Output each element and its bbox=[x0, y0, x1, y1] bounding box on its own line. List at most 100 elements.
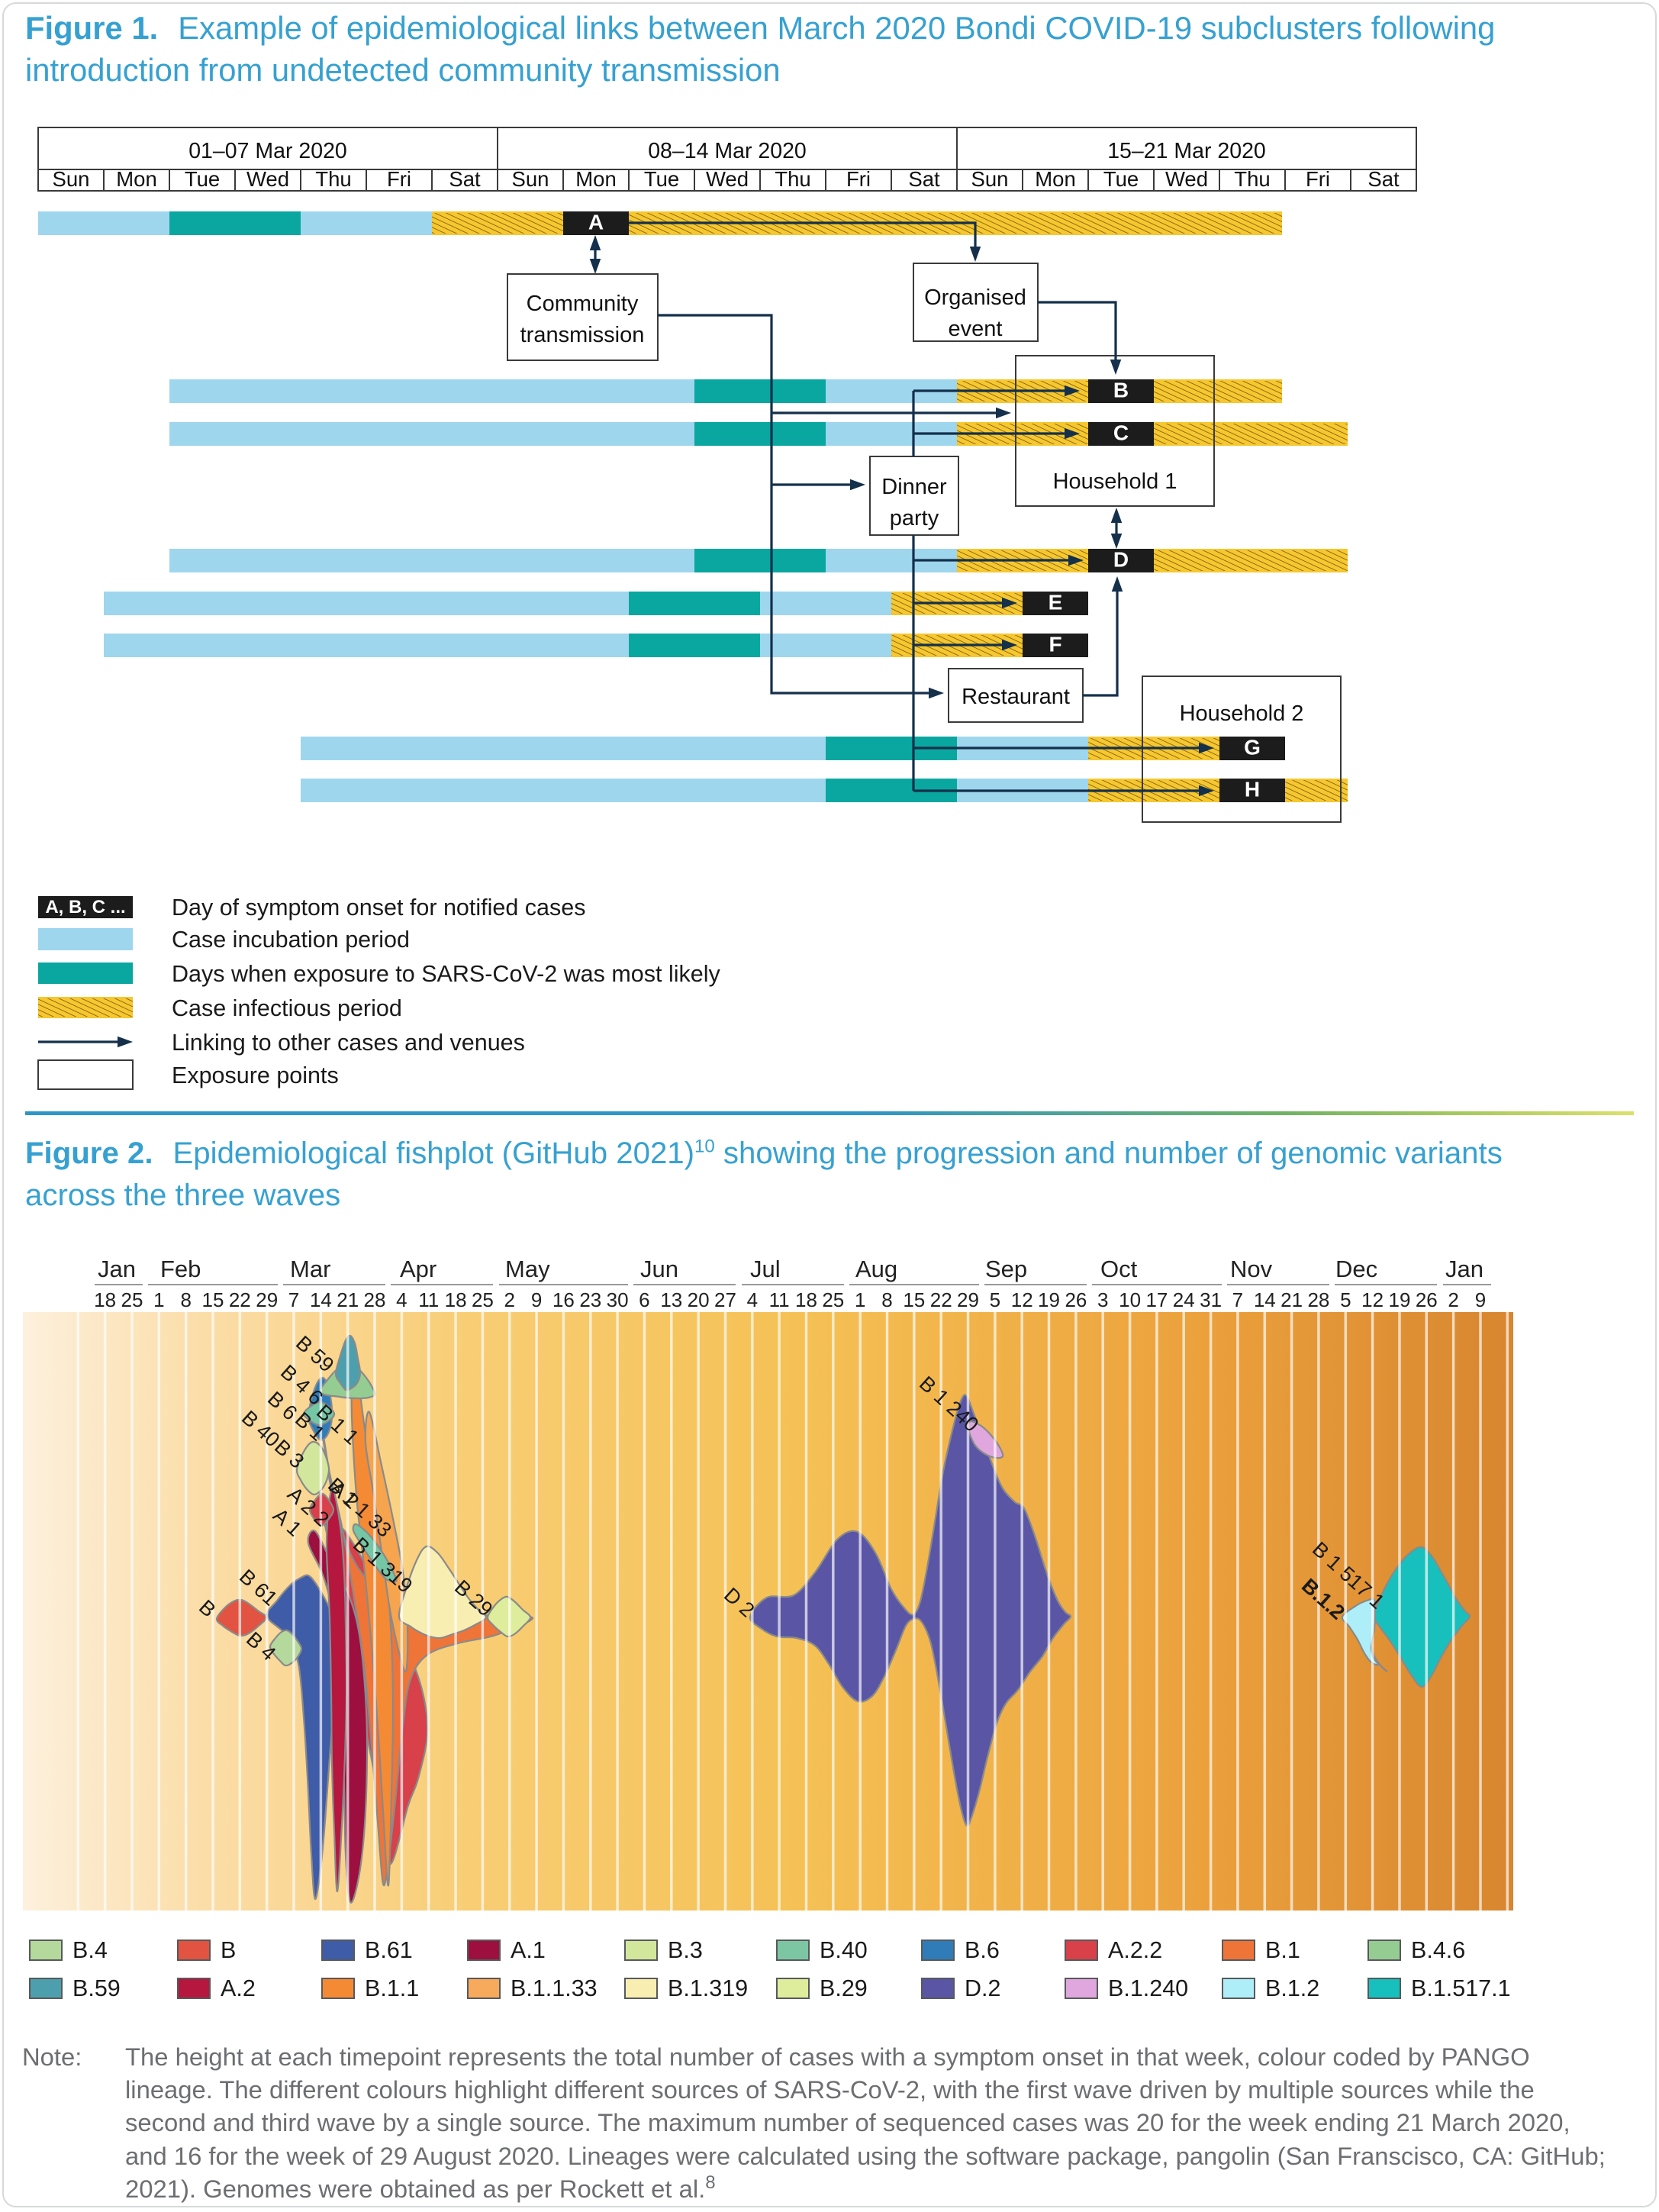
svg-text:7: 7 bbox=[288, 1288, 299, 1311]
svg-text:Sat: Sat bbox=[449, 167, 481, 191]
svg-text:B.4.6: B.4.6 bbox=[1411, 1937, 1465, 1963]
svg-text:Tue: Tue bbox=[185, 167, 220, 191]
svg-text:B.1.1: B.1.1 bbox=[365, 1975, 419, 2001]
svg-text:24: 24 bbox=[1173, 1288, 1195, 1311]
svg-text:Exposure points: Exposure points bbox=[172, 1062, 339, 1088]
svg-text:Case incubation period: Case incubation period bbox=[172, 927, 410, 953]
svg-text:D.2: D.2 bbox=[965, 1975, 1000, 2001]
svg-text:9: 9 bbox=[1475, 1288, 1486, 1311]
svg-text:28: 28 bbox=[1307, 1288, 1329, 1311]
svg-text:Thu: Thu bbox=[315, 167, 351, 191]
svg-text:14: 14 bbox=[310, 1288, 332, 1311]
svg-text:23: 23 bbox=[579, 1288, 601, 1311]
svg-text:B.3: B.3 bbox=[668, 1937, 703, 1963]
svg-text:30: 30 bbox=[607, 1288, 629, 1311]
svg-text:H: H bbox=[1245, 778, 1260, 801]
svg-text:B.6: B.6 bbox=[965, 1937, 1000, 1963]
svg-text:29: 29 bbox=[256, 1288, 278, 1311]
svg-text:31: 31 bbox=[1200, 1288, 1222, 1311]
svg-text:B.1: B.1 bbox=[1265, 1937, 1300, 1963]
svg-text:Thu: Thu bbox=[1234, 167, 1270, 191]
svg-text:11: 11 bbox=[769, 1288, 790, 1311]
svg-text:A, B, C ...: A, B, C ... bbox=[45, 897, 125, 917]
svg-text:B.1.319: B.1.319 bbox=[668, 1975, 748, 2001]
svg-text:Apr: Apr bbox=[400, 1256, 436, 1282]
svg-text:7: 7 bbox=[1232, 1288, 1243, 1311]
svg-text:Mon: Mon bbox=[575, 167, 617, 191]
svg-text:26: 26 bbox=[1416, 1288, 1438, 1311]
svg-text:17: 17 bbox=[1145, 1288, 1168, 1311]
svg-text:15–21 Mar 2020: 15–21 Mar 2020 bbox=[1107, 139, 1266, 163]
svg-text:Feb: Feb bbox=[160, 1256, 201, 1282]
svg-text:Fri: Fri bbox=[1306, 167, 1330, 191]
svg-text:4: 4 bbox=[396, 1288, 407, 1311]
svg-text:E: E bbox=[1049, 591, 1063, 614]
svg-text:B.1.517.1: B.1.517.1 bbox=[1411, 1975, 1511, 2001]
svg-text:25: 25 bbox=[472, 1288, 494, 1311]
svg-text:01–07 Mar 2020: 01–07 Mar 2020 bbox=[188, 139, 347, 163]
svg-text:May: May bbox=[505, 1256, 550, 1282]
svg-text:Nov: Nov bbox=[1230, 1256, 1273, 1282]
svg-text:Household 2: Household 2 bbox=[1180, 701, 1304, 726]
svg-text:16: 16 bbox=[552, 1288, 575, 1311]
svg-text:Jan: Jan bbox=[1445, 1256, 1483, 1282]
svg-text:Dec: Dec bbox=[1335, 1256, 1377, 1282]
svg-text:Linking to other cases and ven: Linking to other cases and venues bbox=[172, 1030, 525, 1056]
svg-text:Organised: Organised bbox=[924, 285, 1026, 310]
svg-text:21: 21 bbox=[337, 1288, 359, 1311]
svg-text:Sun: Sun bbox=[512, 167, 549, 191]
svg-text:A.1: A.1 bbox=[511, 1937, 546, 1963]
svg-text:Household 1: Household 1 bbox=[1053, 469, 1177, 494]
svg-text:22: 22 bbox=[930, 1288, 952, 1311]
svg-text:12: 12 bbox=[1011, 1288, 1033, 1311]
svg-text:Mar: Mar bbox=[290, 1256, 330, 1282]
svg-text:Thu: Thu bbox=[775, 167, 810, 191]
svg-text:transmission: transmission bbox=[520, 323, 645, 347]
svg-text:20: 20 bbox=[688, 1288, 710, 1311]
svg-text:27: 27 bbox=[714, 1288, 736, 1311]
svg-text:18: 18 bbox=[94, 1288, 116, 1311]
svg-text:Jun: Jun bbox=[640, 1256, 678, 1282]
svg-text:Sat: Sat bbox=[1367, 167, 1400, 191]
svg-text:Wed: Wed bbox=[246, 167, 289, 191]
svg-text:Sat: Sat bbox=[908, 167, 940, 191]
svg-text:Jan: Jan bbox=[98, 1256, 136, 1282]
svg-text:9: 9 bbox=[531, 1288, 542, 1311]
svg-text:Mon: Mon bbox=[1035, 167, 1076, 191]
svg-text:Day of symptom onset for notif: Day of symptom onset for notified cases bbox=[172, 895, 585, 921]
svg-text:A: A bbox=[588, 211, 604, 234]
svg-text:Wed: Wed bbox=[1165, 167, 1208, 191]
svg-text:2: 2 bbox=[504, 1288, 514, 1311]
svg-text:5: 5 bbox=[1340, 1288, 1351, 1311]
svg-text:B.1.2: B.1.2 bbox=[1265, 1975, 1319, 2001]
svg-text:B.1.1.33: B.1.1.33 bbox=[511, 1975, 598, 2001]
svg-text:G: G bbox=[1244, 736, 1261, 759]
svg-text:B.4: B.4 bbox=[72, 1937, 108, 1963]
svg-text:Fri: Fri bbox=[387, 167, 411, 191]
svg-text:Restaurant: Restaurant bbox=[962, 685, 1070, 709]
svg-text:5: 5 bbox=[990, 1288, 1000, 1311]
svg-text:1: 1 bbox=[855, 1288, 865, 1311]
svg-text:25: 25 bbox=[121, 1288, 143, 1311]
svg-text:8: 8 bbox=[180, 1288, 191, 1311]
svg-text:3: 3 bbox=[1097, 1288, 1108, 1311]
svg-text:B.59: B.59 bbox=[72, 1975, 121, 2001]
svg-text:28: 28 bbox=[364, 1288, 386, 1311]
svg-text:15: 15 bbox=[903, 1288, 925, 1311]
svg-text:13: 13 bbox=[660, 1288, 682, 1311]
svg-text:Case infectious period: Case infectious period bbox=[172, 995, 402, 1021]
svg-text:2: 2 bbox=[1448, 1288, 1458, 1311]
svg-text:26: 26 bbox=[1065, 1288, 1087, 1311]
svg-text:25: 25 bbox=[822, 1288, 844, 1311]
svg-text:12: 12 bbox=[1361, 1288, 1384, 1311]
svg-text:4: 4 bbox=[747, 1288, 758, 1311]
svg-text:F: F bbox=[1049, 633, 1061, 656]
svg-text:event: event bbox=[949, 317, 1003, 341]
svg-text:6: 6 bbox=[639, 1288, 649, 1311]
svg-text:Aug: Aug bbox=[855, 1256, 897, 1282]
svg-text:21: 21 bbox=[1280, 1288, 1303, 1311]
svg-text:29: 29 bbox=[957, 1288, 979, 1311]
svg-text:14: 14 bbox=[1254, 1288, 1276, 1311]
svg-text:19: 19 bbox=[1038, 1288, 1060, 1311]
svg-text:C: C bbox=[1113, 421, 1129, 445]
